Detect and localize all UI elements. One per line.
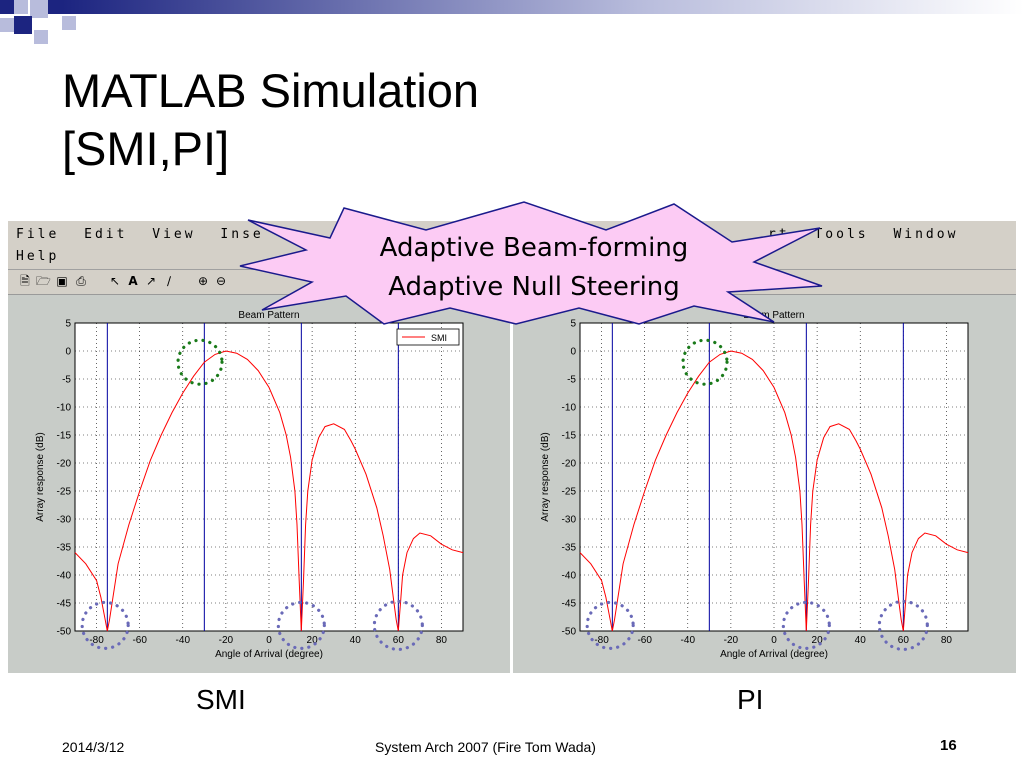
x-tick-label: 0	[266, 635, 272, 646]
y-axis-label: Array response (dB)	[35, 432, 46, 521]
x-tick-label: -60	[132, 635, 147, 646]
y-tick-label: -25	[562, 487, 577, 498]
mainlobe-highlight-circle	[176, 338, 224, 386]
y-tick-label: -15	[57, 431, 72, 442]
save-icon[interactable]: ▣	[56, 274, 68, 288]
y-tick-label: -10	[57, 403, 72, 414]
y-tick-label: 5	[65, 319, 71, 330]
slide-title-line2: [SMI,PI]	[62, 122, 230, 175]
null-highlight-circle-3	[372, 599, 424, 651]
y-tick-label: 0	[570, 347, 576, 358]
x-axis-label: Angle of Arrival (degree)	[215, 649, 323, 660]
slide-title-line1: MATLAB Simulation	[62, 64, 480, 117]
menu-tools[interactable]: Tools	[814, 227, 869, 242]
y-tick-label: -45	[57, 599, 72, 610]
open-folder-icon[interactable]: 🗁	[36, 274, 51, 288]
caption-pi: PI	[737, 684, 764, 715]
y-tick-label: -40	[57, 571, 72, 582]
menu-edit[interactable]: Edit	[84, 227, 128, 242]
x-tick-label: 60	[393, 635, 405, 646]
y-tick-label: -15	[562, 431, 577, 442]
x-tick-label: 40	[350, 635, 362, 646]
menu-row-2: Help	[16, 249, 73, 264]
y-tick-label: 5	[570, 319, 576, 330]
plot-panel-smi: Beam Pattern -80 -60 -40 -20 0 20 40 60 80 5 0 -5 -10…	[8, 295, 510, 673]
x-tick-label: -80	[89, 635, 104, 646]
slide-title: MATLAB Simulation [SMI,PI]	[62, 62, 479, 178]
menu-file[interactable]: File	[16, 227, 60, 242]
y-tick-label: 0	[65, 347, 71, 358]
y-tick-label: -50	[57, 627, 72, 638]
plot-background	[74, 322, 464, 632]
y-tick-label: -5	[62, 375, 71, 386]
null-highlight-circle-3	[877, 599, 929, 651]
footer-date: 2014/3/12	[62, 739, 125, 755]
callout-line2: Adaptive Null Steering	[388, 272, 680, 302]
x-tick-label: 20	[307, 635, 319, 646]
x-axis-label: Angle of Arrival (degree)	[720, 649, 828, 660]
x-tick-label: 60	[898, 635, 910, 646]
mainlobe-highlight-circle	[681, 338, 729, 386]
zoom-out-icon[interactable]: ⊖	[215, 274, 227, 288]
menu-window[interactable]: Window	[893, 227, 959, 242]
menu-help[interactable]: Help	[16, 249, 60, 264]
chart-title: Beam Pattern	[743, 310, 804, 321]
y-tick-label: -30	[57, 515, 72, 526]
x-tick-label: 80	[941, 635, 953, 646]
y-tick-label: -50	[562, 627, 577, 638]
line-tool-icon[interactable]: ∕	[166, 274, 172, 288]
y-tick-label: -5	[567, 375, 576, 386]
menu-view[interactable]: View	[152, 227, 196, 242]
x-tick-label: -80	[594, 635, 609, 646]
series-line-response	[579, 350, 969, 632]
x-tick-label: -20	[724, 635, 739, 646]
plot-background	[579, 322, 969, 632]
y-tick-label: -45	[562, 599, 577, 610]
new-file-icon[interactable]: 🗎	[20, 274, 30, 288]
x-tick-label: -60	[637, 635, 652, 646]
x-tick-label: -40	[176, 635, 191, 646]
y-tick-label: -20	[562, 459, 577, 470]
x-tick-label: 0	[771, 635, 777, 646]
zoom-in-icon[interactable]: ⊕	[197, 274, 209, 288]
caption-smi: SMI	[196, 684, 246, 715]
legend-box	[396, 328, 460, 346]
callout-burst: Adaptive Beam-forming Adaptive Null Stee…	[239, 201, 823, 325]
arrow-tool-icon[interactable]: ↗	[145, 274, 157, 288]
null-highlight-circle-2	[781, 600, 831, 650]
y-tick-label: -35	[57, 543, 72, 554]
legend-entry: SMI	[431, 333, 447, 343]
print-icon[interactable]: ⎙	[76, 274, 86, 288]
callout-burst-shape	[239, 201, 823, 325]
y-tick-label: -35	[562, 543, 577, 554]
y-tick-label: -10	[562, 403, 577, 414]
panel-divider	[510, 295, 513, 673]
footer-page-number: 16	[940, 737, 957, 754]
null-highlight-circle-1	[80, 600, 130, 650]
plot-panel-pi: Beam Pattern -80 -60 -40 -20 0 20 40 60 80 5 0 -5 -10…	[513, 295, 1016, 673]
callout-line1: Adaptive Beam-forming	[380, 233, 689, 263]
pointer-arrow-icon[interactable]: ↖	[109, 274, 121, 288]
chart-title: Beam Pattern	[238, 310, 299, 321]
y-tick-label: -20	[57, 459, 72, 470]
x-tick-label: 20	[812, 635, 824, 646]
y-tick-label: -25	[57, 487, 72, 498]
beam-pattern-chart-pi: Beam Pattern -80 -60 -40 -20 0 20 40 60 80 5 0 -5 -10…	[540, 310, 969, 660]
y-tick-label: -40	[562, 571, 577, 582]
menu-row-1: File Edit View Inse	[16, 227, 278, 242]
y-axis-label: Array response (dB)	[540, 432, 551, 521]
null-highlight-circle-2	[276, 600, 326, 650]
x-tick-label: -20	[219, 635, 234, 646]
menu-insert-partial[interactable]: Inse	[220, 227, 264, 242]
series-line-smi	[74, 350, 464, 632]
x-tick-label: -40	[681, 635, 696, 646]
x-tick-label: 40	[855, 635, 867, 646]
null-highlight-circle-1	[585, 600, 635, 650]
beam-pattern-chart-smi: Beam Pattern -80 -60 -40 -20 0 20 40 60 80 5 0 -5 -10…	[35, 310, 464, 660]
text-icon[interactable]: A	[128, 274, 138, 288]
x-tick-label: 80	[436, 635, 448, 646]
footer-center: System Arch 2007 (Fire Tom Wada)	[375, 739, 596, 755]
y-tick-label: -30	[562, 515, 577, 526]
